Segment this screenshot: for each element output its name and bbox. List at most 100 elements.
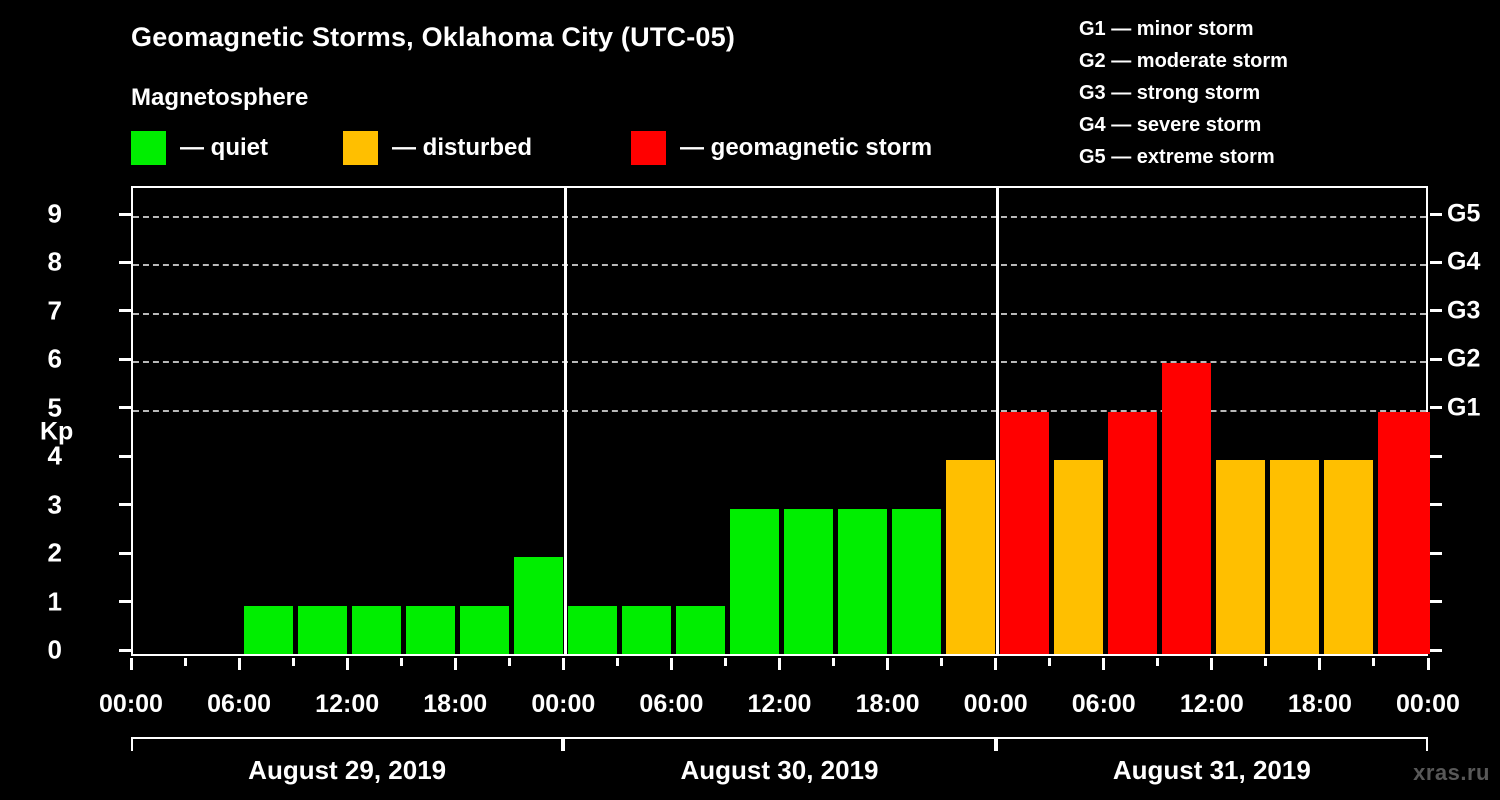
g-tick-label-G2: G2 bbox=[1447, 344, 1481, 373]
g-tick-G1 bbox=[1430, 406, 1442, 410]
x-tick-label-4: 00:00 bbox=[531, 690, 596, 718]
x-tick-1 bbox=[237, 658, 241, 670]
page-title: Geomagnetic Storms, Oklahoma City (UTC-0… bbox=[131, 22, 736, 52]
g-tick-G3 bbox=[1430, 309, 1442, 313]
bar-8-kp-1 bbox=[567, 605, 617, 654]
bar-edge-kp-5 bbox=[1383, 411, 1431, 654]
x-tick-12 bbox=[1426, 658, 1430, 670]
magnetosphere-label: Magnetosphere bbox=[131, 84, 309, 111]
x-tick-label-8: 00:00 bbox=[963, 690, 1028, 718]
bar-11-kp-3 bbox=[729, 508, 779, 654]
bar-10-kp-1 bbox=[675, 605, 725, 654]
x-tick-label-12: 00:00 bbox=[1396, 690, 1460, 718]
bar-21-kp-4 bbox=[1270, 460, 1320, 654]
x-tick-8 bbox=[994, 658, 998, 670]
y-tick-label-8: 8 bbox=[47, 246, 62, 277]
legend-swatch-quiet-icon bbox=[131, 131, 166, 165]
x-minor-tick-17 bbox=[1048, 658, 1052, 666]
x-tick-3 bbox=[453, 658, 457, 670]
x-minor-tick-9 bbox=[615, 658, 619, 666]
y-tick-label-1: 1 bbox=[47, 586, 62, 617]
x-tick-label-9: 06:00 bbox=[1071, 690, 1136, 718]
y-tick-label-0: 0 bbox=[47, 634, 62, 665]
g-scale-row-3: G3 — strong storm bbox=[1079, 82, 1261, 104]
x-tick-label-0: 00:00 bbox=[99, 690, 163, 718]
bar-17-kp-4 bbox=[1054, 460, 1104, 654]
g-tick-label-G5: G5 bbox=[1447, 199, 1481, 228]
g-tick-G5 bbox=[1430, 212, 1442, 216]
x-minor-tick-7 bbox=[507, 658, 511, 666]
x-tick-label-1: 06:00 bbox=[207, 690, 272, 718]
y-tick-5 bbox=[119, 406, 131, 410]
x-tick-10 bbox=[1210, 658, 1214, 670]
x-tick-6 bbox=[778, 658, 781, 670]
bar-22-kp-4 bbox=[1324, 460, 1374, 654]
x-minor-tick-21 bbox=[1264, 658, 1268, 666]
day-bracket-1 bbox=[131, 737, 564, 751]
x-tick-9 bbox=[1102, 658, 1106, 670]
bar-15-kp-4 bbox=[946, 460, 996, 654]
g-scale-legend: G1 — minor storm G2 — moderate storm G3 — … bbox=[1079, 13, 1288, 173]
bar-2-kp-1 bbox=[243, 605, 293, 654]
y-tick-label-7: 7 bbox=[47, 295, 62, 326]
g-tick-label-G1: G1 bbox=[1447, 393, 1481, 422]
x-tick-label-3: 18:00 bbox=[423, 690, 488, 718]
bar-series bbox=[133, 188, 1431, 654]
y-tick-label-9: 9 bbox=[47, 198, 62, 229]
g-scale-row-2: G2 — moderate storm bbox=[1079, 50, 1288, 72]
watermark: xras.ru bbox=[1413, 760, 1490, 785]
gridline-kp-6 bbox=[133, 361, 1426, 364]
bar-9-kp-1 bbox=[621, 605, 671, 654]
legend-label-disturbed: — disturbed bbox=[392, 134, 533, 161]
x-tick-label-5: 06:00 bbox=[639, 690, 704, 718]
day-label-2: August 30, 2019 bbox=[680, 755, 879, 785]
bar-4-kp-1 bbox=[351, 605, 401, 654]
bar-3-kp-1 bbox=[297, 605, 347, 654]
bar-19-kp-6 bbox=[1162, 363, 1212, 654]
g-scale-row-4: G4 — severe storm bbox=[1079, 114, 1262, 136]
y-tick-8 bbox=[119, 260, 131, 264]
day-separator bbox=[996, 188, 1000, 654]
x-tick-0 bbox=[129, 658, 133, 670]
day-label-3: August 31, 2019 bbox=[1112, 755, 1311, 785]
y-tick-label-3: 3 bbox=[47, 489, 62, 520]
day-bracket-3 bbox=[995, 737, 1428, 751]
x-tick-label-6: 12:00 bbox=[747, 690, 812, 718]
g-minor-tick-kp-3 bbox=[1430, 503, 1442, 507]
legend-item-quiet: — quiet bbox=[131, 131, 268, 165]
legend-label-quiet: — quiet bbox=[180, 134, 268, 161]
x-tick-5 bbox=[669, 658, 673, 670]
y-tick-label-6: 6 bbox=[47, 343, 62, 374]
bar-12-kp-3 bbox=[784, 508, 834, 654]
bar-7-kp-2 bbox=[513, 557, 563, 654]
x-minor-tick-1 bbox=[183, 658, 187, 666]
x-minor-tick-13 bbox=[832, 658, 836, 666]
y-tick-0 bbox=[119, 648, 131, 652]
x-tick-label-10: 12:00 bbox=[1179, 690, 1244, 718]
g-minor-tick-kp-2 bbox=[1430, 551, 1442, 555]
bar-5-kp-1 bbox=[405, 605, 455, 654]
g-minor-tick-kp-1 bbox=[1430, 600, 1442, 604]
g-scale-row-5: G5 — extreme storm bbox=[1079, 146, 1275, 168]
plot-area bbox=[131, 186, 1431, 656]
y-tick-2 bbox=[119, 551, 131, 555]
bar-13-kp-3 bbox=[838, 508, 888, 654]
g-scale-row-1: G1 — minor storm bbox=[1079, 18, 1254, 40]
bar-20-kp-4 bbox=[1216, 460, 1266, 654]
y-tick-6 bbox=[119, 357, 131, 361]
gridline-kp-5 bbox=[133, 409, 1426, 412]
x-tick-7 bbox=[886, 658, 890, 670]
y-tick-label-5: 5 bbox=[47, 392, 62, 423]
g-minor-tick-kp-4 bbox=[1430, 454, 1442, 458]
legend-swatch-disturbed-icon bbox=[343, 131, 378, 165]
legend-item-disturbed: — disturbed bbox=[343, 131, 532, 165]
x-tick-2 bbox=[345, 658, 349, 670]
x-tick-11 bbox=[1318, 658, 1322, 670]
day-bracket-2 bbox=[563, 737, 996, 751]
bar-6-kp-1 bbox=[459, 605, 509, 654]
g-tick-G2 bbox=[1430, 357, 1442, 361]
g-tick-label-G3: G3 bbox=[1447, 296, 1481, 325]
bar-14-kp-3 bbox=[892, 508, 942, 654]
y-tick-label-2: 2 bbox=[47, 537, 62, 568]
